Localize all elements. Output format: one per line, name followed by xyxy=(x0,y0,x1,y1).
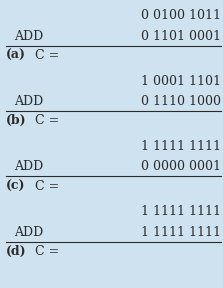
Text: 1 1111 1111: 1 1111 1111 xyxy=(141,226,221,239)
Text: 1 1111 1111: 1 1111 1111 xyxy=(141,205,221,219)
Text: C =: C = xyxy=(31,179,60,193)
Text: 1 0001 1101: 1 0001 1101 xyxy=(141,75,221,88)
Text: C =: C = xyxy=(31,114,60,127)
Text: (b): (b) xyxy=(6,114,26,127)
Text: 0 0000 0001: 0 0000 0001 xyxy=(141,160,221,173)
Text: (c): (c) xyxy=(6,179,25,193)
Text: (d): (d) xyxy=(6,245,26,258)
Text: ADD: ADD xyxy=(14,226,44,239)
Text: 0 1110 1000: 0 1110 1000 xyxy=(141,95,221,108)
Text: 0 1101 0001: 0 1101 0001 xyxy=(141,29,221,43)
Text: C =: C = xyxy=(31,245,60,258)
Text: (a): (a) xyxy=(6,49,26,62)
Text: C =: C = xyxy=(31,49,60,62)
Text: ADD: ADD xyxy=(14,29,44,43)
Text: 1 1111 1111: 1 1111 1111 xyxy=(141,140,221,153)
Text: 0 0100 1011: 0 0100 1011 xyxy=(141,9,221,22)
Text: ADD: ADD xyxy=(14,160,44,173)
Text: ADD: ADD xyxy=(14,95,44,108)
